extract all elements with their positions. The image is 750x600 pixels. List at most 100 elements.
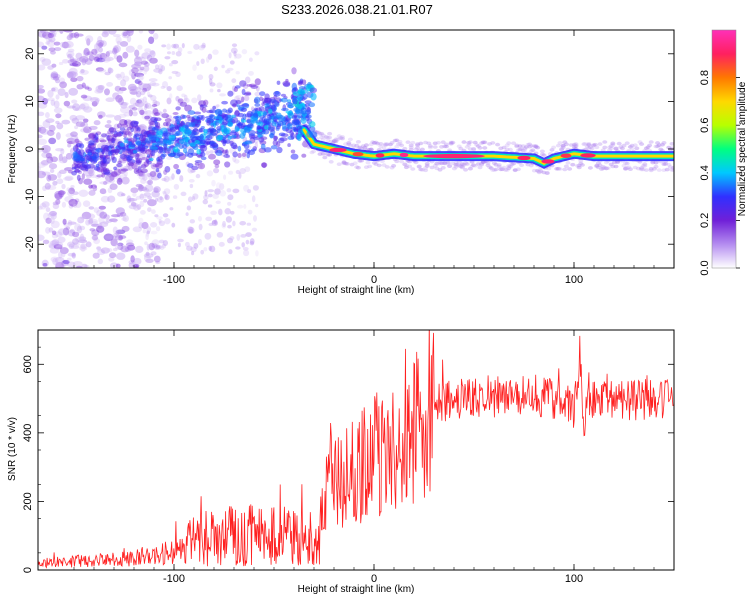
- tone-halo: [325, 138, 331, 143]
- emission-blob: [230, 99, 238, 107]
- noise-blob: [55, 262, 64, 268]
- noise-blob: [153, 244, 162, 250]
- tone-halo: [499, 167, 505, 171]
- noise-blob: [83, 178, 93, 185]
- noise-blob: [159, 196, 163, 201]
- noise-blob: [38, 30, 47, 38]
- noise-blob: [140, 112, 144, 116]
- noise-blob: [154, 64, 160, 70]
- noise-blob: [61, 119, 71, 125]
- spectrogram-y-tick-label: -20: [24, 236, 36, 252]
- noise-blob: [90, 97, 100, 103]
- noise-blob: [57, 190, 66, 196]
- emission-blob: [111, 135, 117, 141]
- emission-blob: [78, 149, 85, 157]
- tone-halo: [523, 145, 529, 149]
- noise-blob: [134, 265, 139, 268]
- noise-blob: [237, 204, 244, 209]
- noise-blob: [50, 50, 56, 55]
- emission-blob: [113, 166, 118, 171]
- noise-blob: [209, 88, 214, 93]
- tone-halo: [531, 168, 537, 173]
- emission-blob: [163, 169, 168, 175]
- noise-blob: [81, 263, 88, 268]
- tone-halo: [651, 167, 657, 171]
- noise-blob: [53, 41, 61, 46]
- emission-blob: [301, 153, 307, 158]
- tone-halo: [637, 140, 643, 144]
- tone-halo: [583, 142, 589, 146]
- tone-halo: [461, 140, 467, 144]
- noise-blob: [124, 127, 130, 132]
- noise-blob: [68, 198, 78, 207]
- tone-halo: [493, 167, 499, 172]
- noise-blob: [86, 51, 94, 56]
- tone-halo: [354, 165, 360, 169]
- noise-blob: [54, 231, 63, 238]
- noise-blob: [150, 230, 158, 235]
- noise-blob: [114, 234, 123, 241]
- noise-blob: [126, 163, 131, 168]
- noise-blob: [98, 47, 103, 53]
- noise-blob: [252, 185, 259, 191]
- noise-blob: [248, 57, 253, 62]
- tone-halo: [603, 160, 609, 165]
- emission-blob: [163, 147, 172, 154]
- snr-x-tick-label: 100: [565, 573, 583, 585]
- emission-blob: [108, 127, 117, 133]
- emission-blob: [181, 135, 188, 139]
- tone-halo: [442, 144, 448, 149]
- noise-blob: [53, 47, 62, 52]
- tone-halo: [635, 166, 641, 171]
- noise-blob: [75, 121, 86, 127]
- noise-blob: [53, 100, 60, 109]
- emission-blob: [237, 152, 242, 158]
- noise-blob: [47, 160, 53, 165]
- tone-halo: [346, 142, 352, 147]
- emission-blob: [200, 144, 205, 148]
- tone-halo: [319, 131, 325, 136]
- tone-halo: [576, 165, 582, 170]
- emission-blob: [254, 78, 261, 86]
- noise-blob: [209, 245, 216, 253]
- emission-blob: [233, 86, 238, 93]
- emission-blob: [273, 135, 279, 141]
- noise-blob: [119, 106, 130, 114]
- noise-blob: [118, 235, 127, 239]
- noise-blob: [133, 56, 143, 65]
- noise-blob: [217, 88, 221, 93]
- tone-halo: [528, 149, 534, 153]
- noise-blob: [152, 32, 159, 40]
- noise-blob: [125, 242, 135, 247]
- noise-blob: [38, 205, 43, 210]
- emission-blob: [214, 108, 223, 116]
- snr-x-tick-label: -100: [163, 573, 185, 585]
- noise-blob: [137, 152, 146, 160]
- emission-peak: [227, 135, 232, 140]
- emission-blob: [86, 155, 93, 161]
- noise-blob: [58, 61, 64, 66]
- tone-halo: [621, 143, 627, 148]
- noise-blob: [74, 198, 80, 203]
- emission-peak: [200, 125, 205, 130]
- noise-blob: [128, 109, 133, 117]
- tone-halo: [541, 170, 547, 175]
- noise-blob: [55, 148, 64, 152]
- noise-blob: [219, 189, 227, 197]
- noise-blob: [91, 229, 100, 237]
- noise-blob: [122, 215, 129, 222]
- noise-blob: [108, 257, 115, 262]
- noise-blob: [82, 200, 91, 208]
- noise-blob: [106, 50, 114, 54]
- tone-halo: [567, 167, 573, 171]
- emission-blob: [107, 138, 113, 144]
- noise-blob: [122, 165, 131, 171]
- tone-halo: [427, 144, 433, 148]
- noise-blob: [134, 61, 143, 67]
- noise-blob: [119, 212, 127, 217]
- emission-blob: [223, 154, 230, 158]
- noise-blob: [55, 261, 62, 268]
- noise-blob: [153, 109, 162, 117]
- noise-blob: [59, 77, 66, 85]
- noise-blob: [98, 216, 105, 224]
